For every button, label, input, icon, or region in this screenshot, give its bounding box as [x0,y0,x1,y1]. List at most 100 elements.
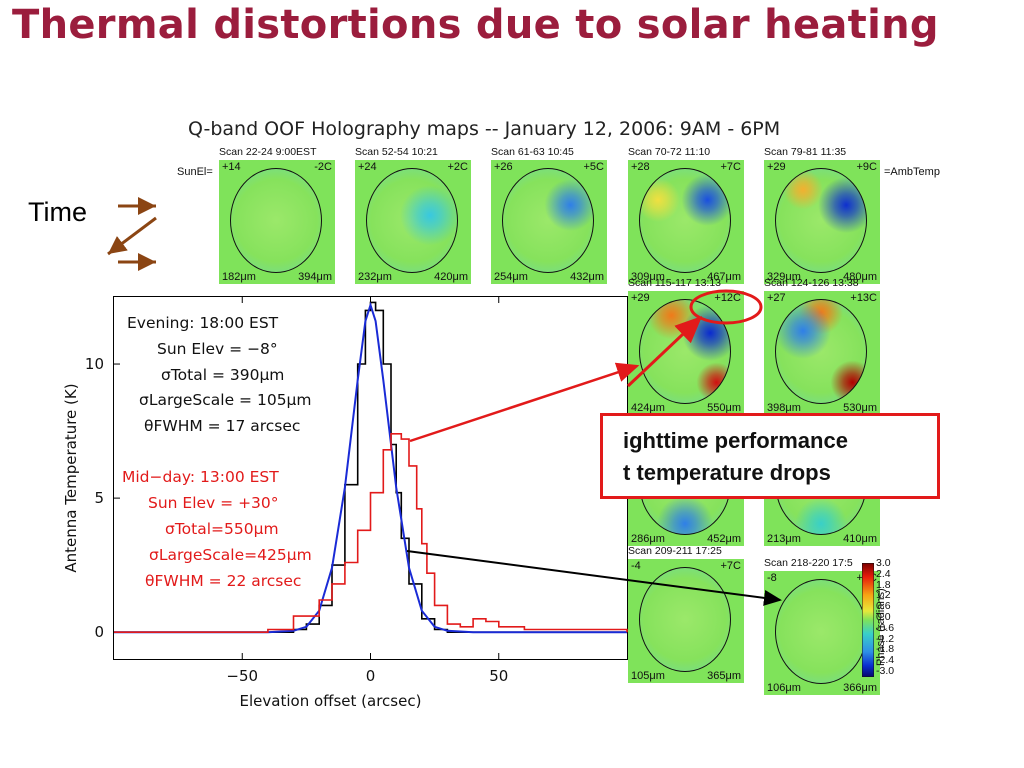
colorbar-tick-label: -3.0 [876,665,895,677]
map-panel: -4 +7C 105μm 365μm [628,559,744,683]
map-rms-total: 366μm [843,682,877,694]
colorbar-tick-label: 0.0 [876,611,891,623]
map-sun-el: +26 [494,161,513,173]
map-scan-label: Scan 22-24 9:00EST [219,146,317,158]
map-temp: +2C [447,161,469,173]
map-rms-total: 432μm [570,271,604,283]
map-scan-label: Scan 79-81 11:35 [764,146,847,158]
holo-map-5: Scan 79-81 11:35 +29 +9C 329μm 480μm [764,146,880,284]
phase-colorbar [862,563,874,677]
map-sun-el: +14 [222,161,241,173]
map-panel: +14 -2C 182μm 394μm [219,160,335,284]
holo-map-3: Scan 61-63 10:45 +26 +5C 254μm 432μm [491,146,607,284]
map-panel: +29 +9C 329μm 480μm [764,160,880,284]
map-rms-large: 254μm [494,271,528,283]
colorbar-tick-label: -0.6 [876,621,895,634]
holo-map-7: Scan 124-126 13:38 +27 +13C 398μm 530μm [764,277,880,415]
map-panel: +24 +2C 232μm 420μm [355,160,471,284]
colorbar-tick-label: 1.8 [876,578,891,591]
map-rms-total: 530μm [843,402,877,414]
colorbar-tick-label: -1.8 [876,643,895,656]
map-rms-total: 452μm [707,533,741,545]
map-temp: +12C [714,292,741,304]
map-scan-label: Scan 52-54 10:21 [355,146,438,158]
map-sun-el: +29 [767,161,786,173]
map-rms-large: 309μm [631,271,665,283]
map-rms-large: 329μm [767,271,801,283]
slide-title: Thermal distortions due to solar heating [12,2,939,48]
map-scan-label: Scan 124-126 13:38 [764,277,859,289]
map-rms-total: 420μm [434,271,468,283]
callout-box: ighttime performance t temperature drops [600,413,940,499]
holo-map-1: Scan 22-24 9:00EST +14 -2C 182μm 394μm [219,146,335,284]
colorbar-tick-label: -2.4 [876,654,895,667]
map-sun-el: +27 [767,292,786,304]
map-temp: +7C [720,161,742,173]
map-sun-el: +28 [631,161,650,173]
colorbar-label: Phase (radians) [875,588,887,666]
map-panel: +28 +7C 309μm 467μm [628,160,744,284]
holo-map-6: Scan 115-117 13:13 +29 +12C 424μm 550μm [628,277,744,415]
amb-temp-label: =AmbTemp [884,166,940,178]
holo-map-11: Scan 218-220 17:5 -8 +5C 106μm 366μm [764,557,880,695]
x-tick-label: 50 [489,667,508,685]
y-axis-label: Antenna Temperature (K) [62,383,80,572]
x-axis-label: Elevation offset (arcsec) [240,692,422,710]
map-temp: +9C [856,161,878,173]
map-temp: +5C [583,161,605,173]
map-disk [775,579,867,684]
map-rms-large: 398μm [767,402,801,414]
map-rms-large: 105μm [631,670,665,682]
colorbar-tick-label: 3.0 [876,557,891,569]
map-rms-total: 480μm [843,271,877,283]
map-rms-large: 232μm [358,271,392,283]
time-arrows [107,197,157,271]
holography-title: Q-band OOF Holography maps -- January 12… [188,118,781,140]
y-tick-label: 10 [85,355,104,373]
map-scan-label: Scan 70-72 11:10 [628,146,711,158]
map-disk [775,168,867,273]
map-rms-total: 394μm [298,271,332,283]
map-panel: -8 +5C 106μm 366μm [764,571,880,695]
map-disk [366,168,458,273]
map-panel: +29 +12C 424μm 550μm [628,291,744,415]
antenna-temperature-plot [113,296,628,660]
x-tick-label: −50 [226,667,258,685]
map-rms-total: 467μm [707,271,741,283]
time-label: Time [28,197,87,227]
map-disk [230,168,322,273]
y-tick-label: 0 [94,623,104,641]
map-sun-el: +24 [358,161,377,173]
map-disk [502,168,594,273]
map-disk [639,567,731,672]
callout-line-2: t temperature drops [623,460,831,485]
time-arrow-2 [107,216,157,256]
map-scan-label: Scan 209-211 17:25 [628,545,722,557]
holo-map-4: Scan 70-72 11:10 +28 +7C 309μm 467μm [628,146,744,284]
x-tick-label: 0 [366,667,376,685]
map-rms-total: 550μm [707,402,741,414]
sun-el-label: SunEl= [177,166,213,178]
map-temp: +7C [720,560,742,572]
map-sun-el: -8 [767,572,777,584]
map-scan-label: Scan 115-117 13:13 [628,277,722,289]
map-rms-large: 286μm [631,533,665,545]
holo-map-2: Scan 52-54 10:21 +24 +2C 232μm 420μm [355,146,471,284]
map-scan-label: Scan 61-63 10:45 [491,146,574,158]
map-disk [639,299,731,404]
colorbar-tick-label: 0.6 [876,600,891,613]
map-sun-el: -4 [631,560,641,572]
map-rms-large: 424μm [631,402,665,414]
holo-map-10: Scan 209-211 17:25 -4 +7C 105μm 365μm [628,545,744,683]
callout-line-1: ighttime performance [623,428,848,453]
map-rms-large: 213μm [767,533,801,545]
map-scan-label: Scan 218-220 17:5 [764,557,853,569]
colorbar-tick-label: -1.2 [876,632,895,645]
map-rms-total: 410μm [843,533,877,545]
map-disk [639,168,731,273]
map-sun-el: +29 [631,292,650,304]
map-panel: +27 +13C 398μm 530μm [764,291,880,415]
colorbar-tick-label: 1.2 [876,589,891,602]
map-panel: +26 +5C 254μm 432μm [491,160,607,284]
map-temp: -2C [314,161,332,173]
